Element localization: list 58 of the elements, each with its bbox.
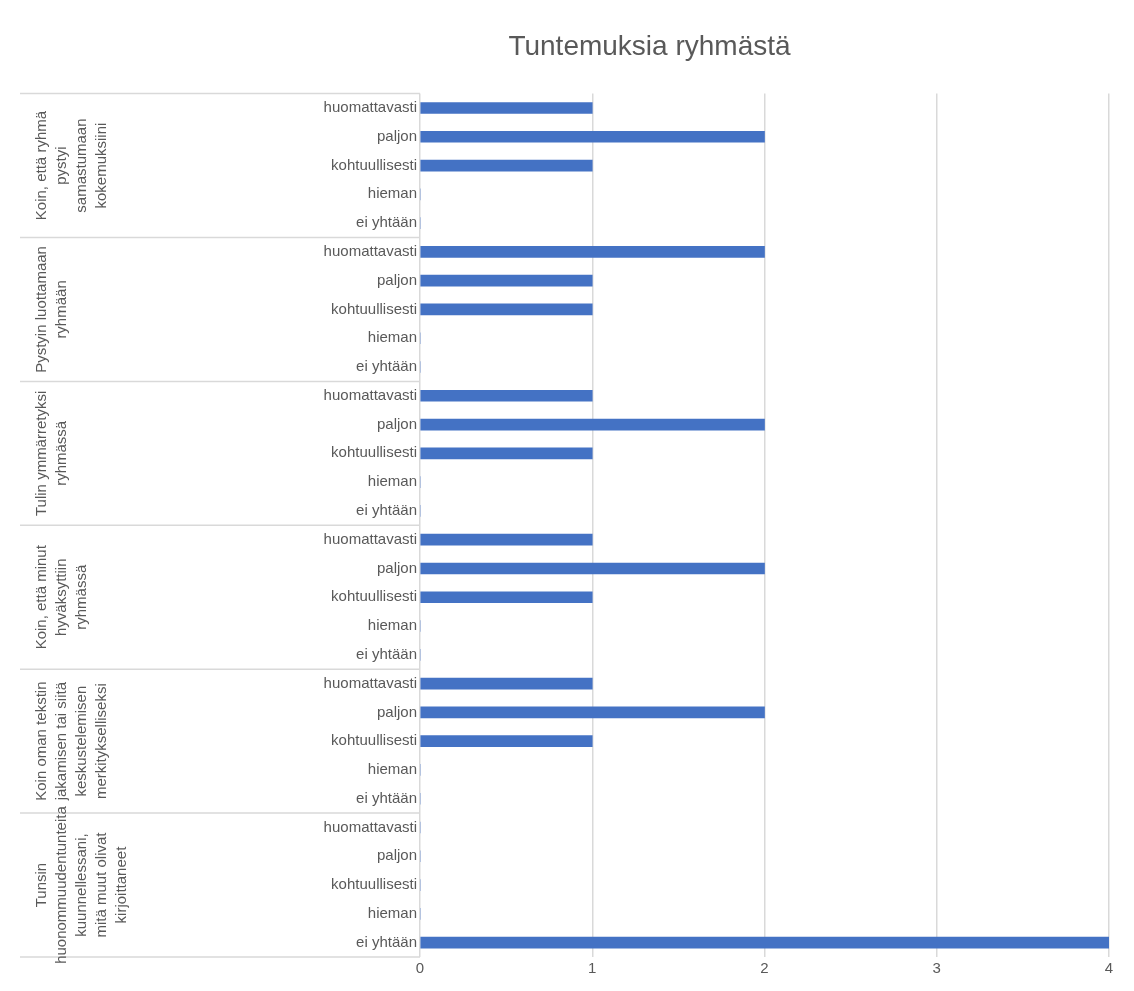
y-tick-label: paljon — [376, 846, 417, 864]
x-tick-label: 0 — [415, 959, 425, 977]
y-tick-label: ei yhtään — [356, 932, 417, 950]
bar — [420, 130, 765, 143]
y-tick-label: huomattavasti — [323, 673, 417, 691]
y-tick-label: hieman — [367, 328, 417, 346]
bar — [420, 562, 765, 575]
bar — [420, 159, 593, 172]
y-tick-label: kohtuullisesti — [331, 299, 417, 317]
text: Pystyin luottamaan ryhmään — [32, 246, 70, 373]
x-tick-label: 2 — [760, 959, 769, 977]
bar — [420, 418, 765, 431]
text: Koin, että ryhmä pystyi samastumaan kokemuksiini — [32, 110, 110, 221]
text: Tunsin huonommuudentunteita kuunnellessani, mitä muut olivat kirjoittaneet — [32, 805, 130, 964]
x-tick-label: 3 — [932, 959, 941, 977]
bar — [420, 533, 593, 546]
x-tick-label: 1 — [588, 959, 597, 977]
y-tick-label: hieman — [367, 184, 417, 202]
y-tick-label: ei yhtään — [356, 357, 417, 375]
bar — [420, 591, 593, 604]
y-tick-label: huomattavasti — [323, 529, 417, 547]
y-tick-label: paljon — [376, 126, 417, 144]
x-tick-label: 4 — [1104, 959, 1114, 977]
y-tick-label: kohtuullisesti — [331, 155, 417, 173]
y-tick-label: kohtuullisesti — [331, 443, 417, 461]
bar — [420, 246, 765, 258]
bar — [420, 389, 593, 402]
y-tick-label: ei yhtään — [356, 644, 417, 662]
chart-title: Tuntemuksia ryhmästä — [508, 29, 792, 61]
y-tick-label: hieman — [367, 616, 417, 634]
y-tick-label: kohtuullisesti — [331, 587, 417, 605]
y-tick-label: huomattavasti — [323, 385, 417, 403]
text: Tulin ymmärretyksi ryhmässä — [32, 390, 70, 516]
y-tick-label: huomattavasti — [323, 98, 417, 116]
bar — [420, 274, 593, 287]
text: Koin, että minut hyväksyttiin ryhmässä — [32, 544, 90, 650]
bar — [420, 102, 593, 114]
bar — [420, 936, 1109, 949]
y-tick-label: ei yhtään — [356, 213, 417, 231]
bar — [420, 447, 593, 460]
y-tick-label: paljon — [376, 558, 417, 576]
y-tick-label: kohtuullisesti — [331, 731, 417, 749]
y-tick-label: huomattavasti — [323, 817, 417, 835]
y-tick-label: paljon — [376, 270, 417, 288]
text: Koin oman tekstin jakamisen tai siitä keskustelemisen merkitykselliseksi — [32, 681, 110, 802]
y-tick-label: ei yhtään — [356, 501, 417, 519]
bar — [420, 677, 593, 690]
y-tick-label: ei yhtään — [356, 788, 417, 806]
y-tick-label: paljon — [376, 414, 417, 432]
y-tick-label: paljon — [376, 702, 417, 720]
y-tick-label: hieman — [367, 760, 417, 778]
bar — [420, 706, 765, 719]
y-tick-label: kohtuullisesti — [331, 875, 417, 893]
y-tick-label: hieman — [367, 472, 417, 490]
y-tick-label: huomattavasti — [323, 242, 417, 260]
y-tick-label: hieman — [367, 903, 417, 921]
bar — [420, 303, 593, 316]
bar — [420, 735, 593, 747]
